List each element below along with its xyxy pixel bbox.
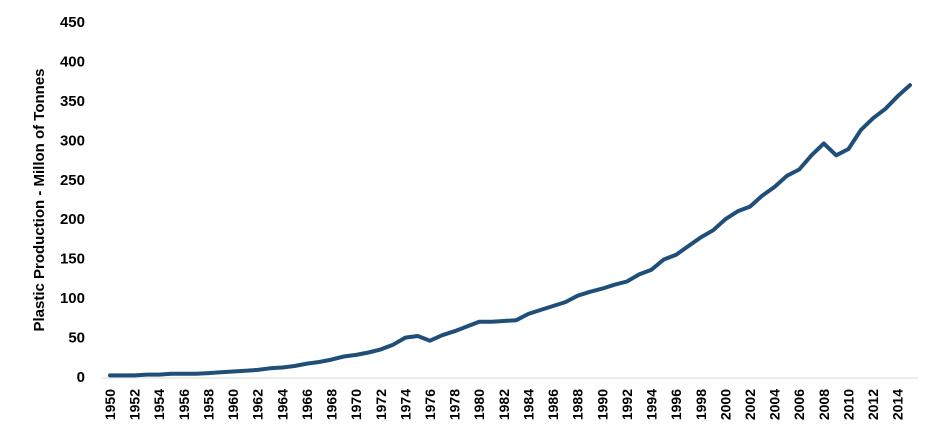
x-tick-label: 2004 <box>767 389 783 420</box>
x-tick-label: 1974 <box>397 389 413 420</box>
y-tick-label: 150 <box>60 251 85 268</box>
x-tick-label: 2000 <box>717 389 733 420</box>
x-tick-label: 2012 <box>865 389 881 420</box>
y-tick-label: 350 <box>60 93 85 110</box>
x-tick-label: 1964 <box>274 389 290 420</box>
x-tick-label: 1958 <box>200 389 216 420</box>
y-tick-label: 450 <box>60 14 85 31</box>
x-tick-label: 1994 <box>644 389 660 420</box>
x-tick-label: 1956 <box>176 389 192 420</box>
y-axis-title: Plastic Production - Millon of Tonnes <box>31 68 48 331</box>
y-tick-label: 300 <box>60 132 85 149</box>
x-tick-label: 1950 <box>102 389 118 420</box>
x-tick-label: 1978 <box>447 389 463 420</box>
x-tick-label: 1980 <box>471 389 487 420</box>
x-tick-label: 1998 <box>693 389 709 420</box>
x-tick-label: 2014 <box>890 389 906 420</box>
x-tick-label: 1988 <box>570 389 586 420</box>
y-tick-label: 0 <box>77 369 85 386</box>
x-tick-label: 1952 <box>127 389 143 420</box>
y-tick-label: 400 <box>60 53 85 70</box>
x-tick-label: 1986 <box>545 389 561 420</box>
x-tick-label: 2006 <box>791 389 807 420</box>
x-tick-label: 1962 <box>250 389 266 420</box>
x-tick-label: 1972 <box>373 389 389 420</box>
x-tick-label: 1976 <box>422 389 438 420</box>
x-tick-label: 1960 <box>225 389 241 420</box>
x-tick-label: 1970 <box>348 389 364 420</box>
x-tick-label: 1996 <box>668 389 684 420</box>
x-tick-label: 1984 <box>520 389 536 420</box>
x-tick-label: 1992 <box>619 389 635 420</box>
x-tick-label: 1968 <box>324 389 340 420</box>
y-tick-label: 200 <box>60 211 85 228</box>
x-tick-label: 2010 <box>840 389 856 420</box>
x-tick-label: 2002 <box>742 389 758 420</box>
y-axis-ticks: 0 50 100 150 200 250 300 350 400 450 <box>60 14 85 386</box>
x-tick-label: 2008 <box>816 389 832 420</box>
y-tick-label: 50 <box>68 330 85 347</box>
series-line <box>108 83 912 378</box>
series-group <box>108 83 912 378</box>
x-tick-label: 1966 <box>299 389 315 420</box>
x-axis-ticks: 1950 1952 1954 1956 1958 1960 1962 1964 1966 1968… <box>102 389 906 420</box>
x-tick-label: 1982 <box>496 389 512 420</box>
x-tick-label: 1990 <box>594 389 610 420</box>
x-tick-label: 1954 <box>151 389 167 420</box>
y-tick-label: 100 <box>60 290 85 307</box>
y-tick-label: 250 <box>60 172 85 189</box>
